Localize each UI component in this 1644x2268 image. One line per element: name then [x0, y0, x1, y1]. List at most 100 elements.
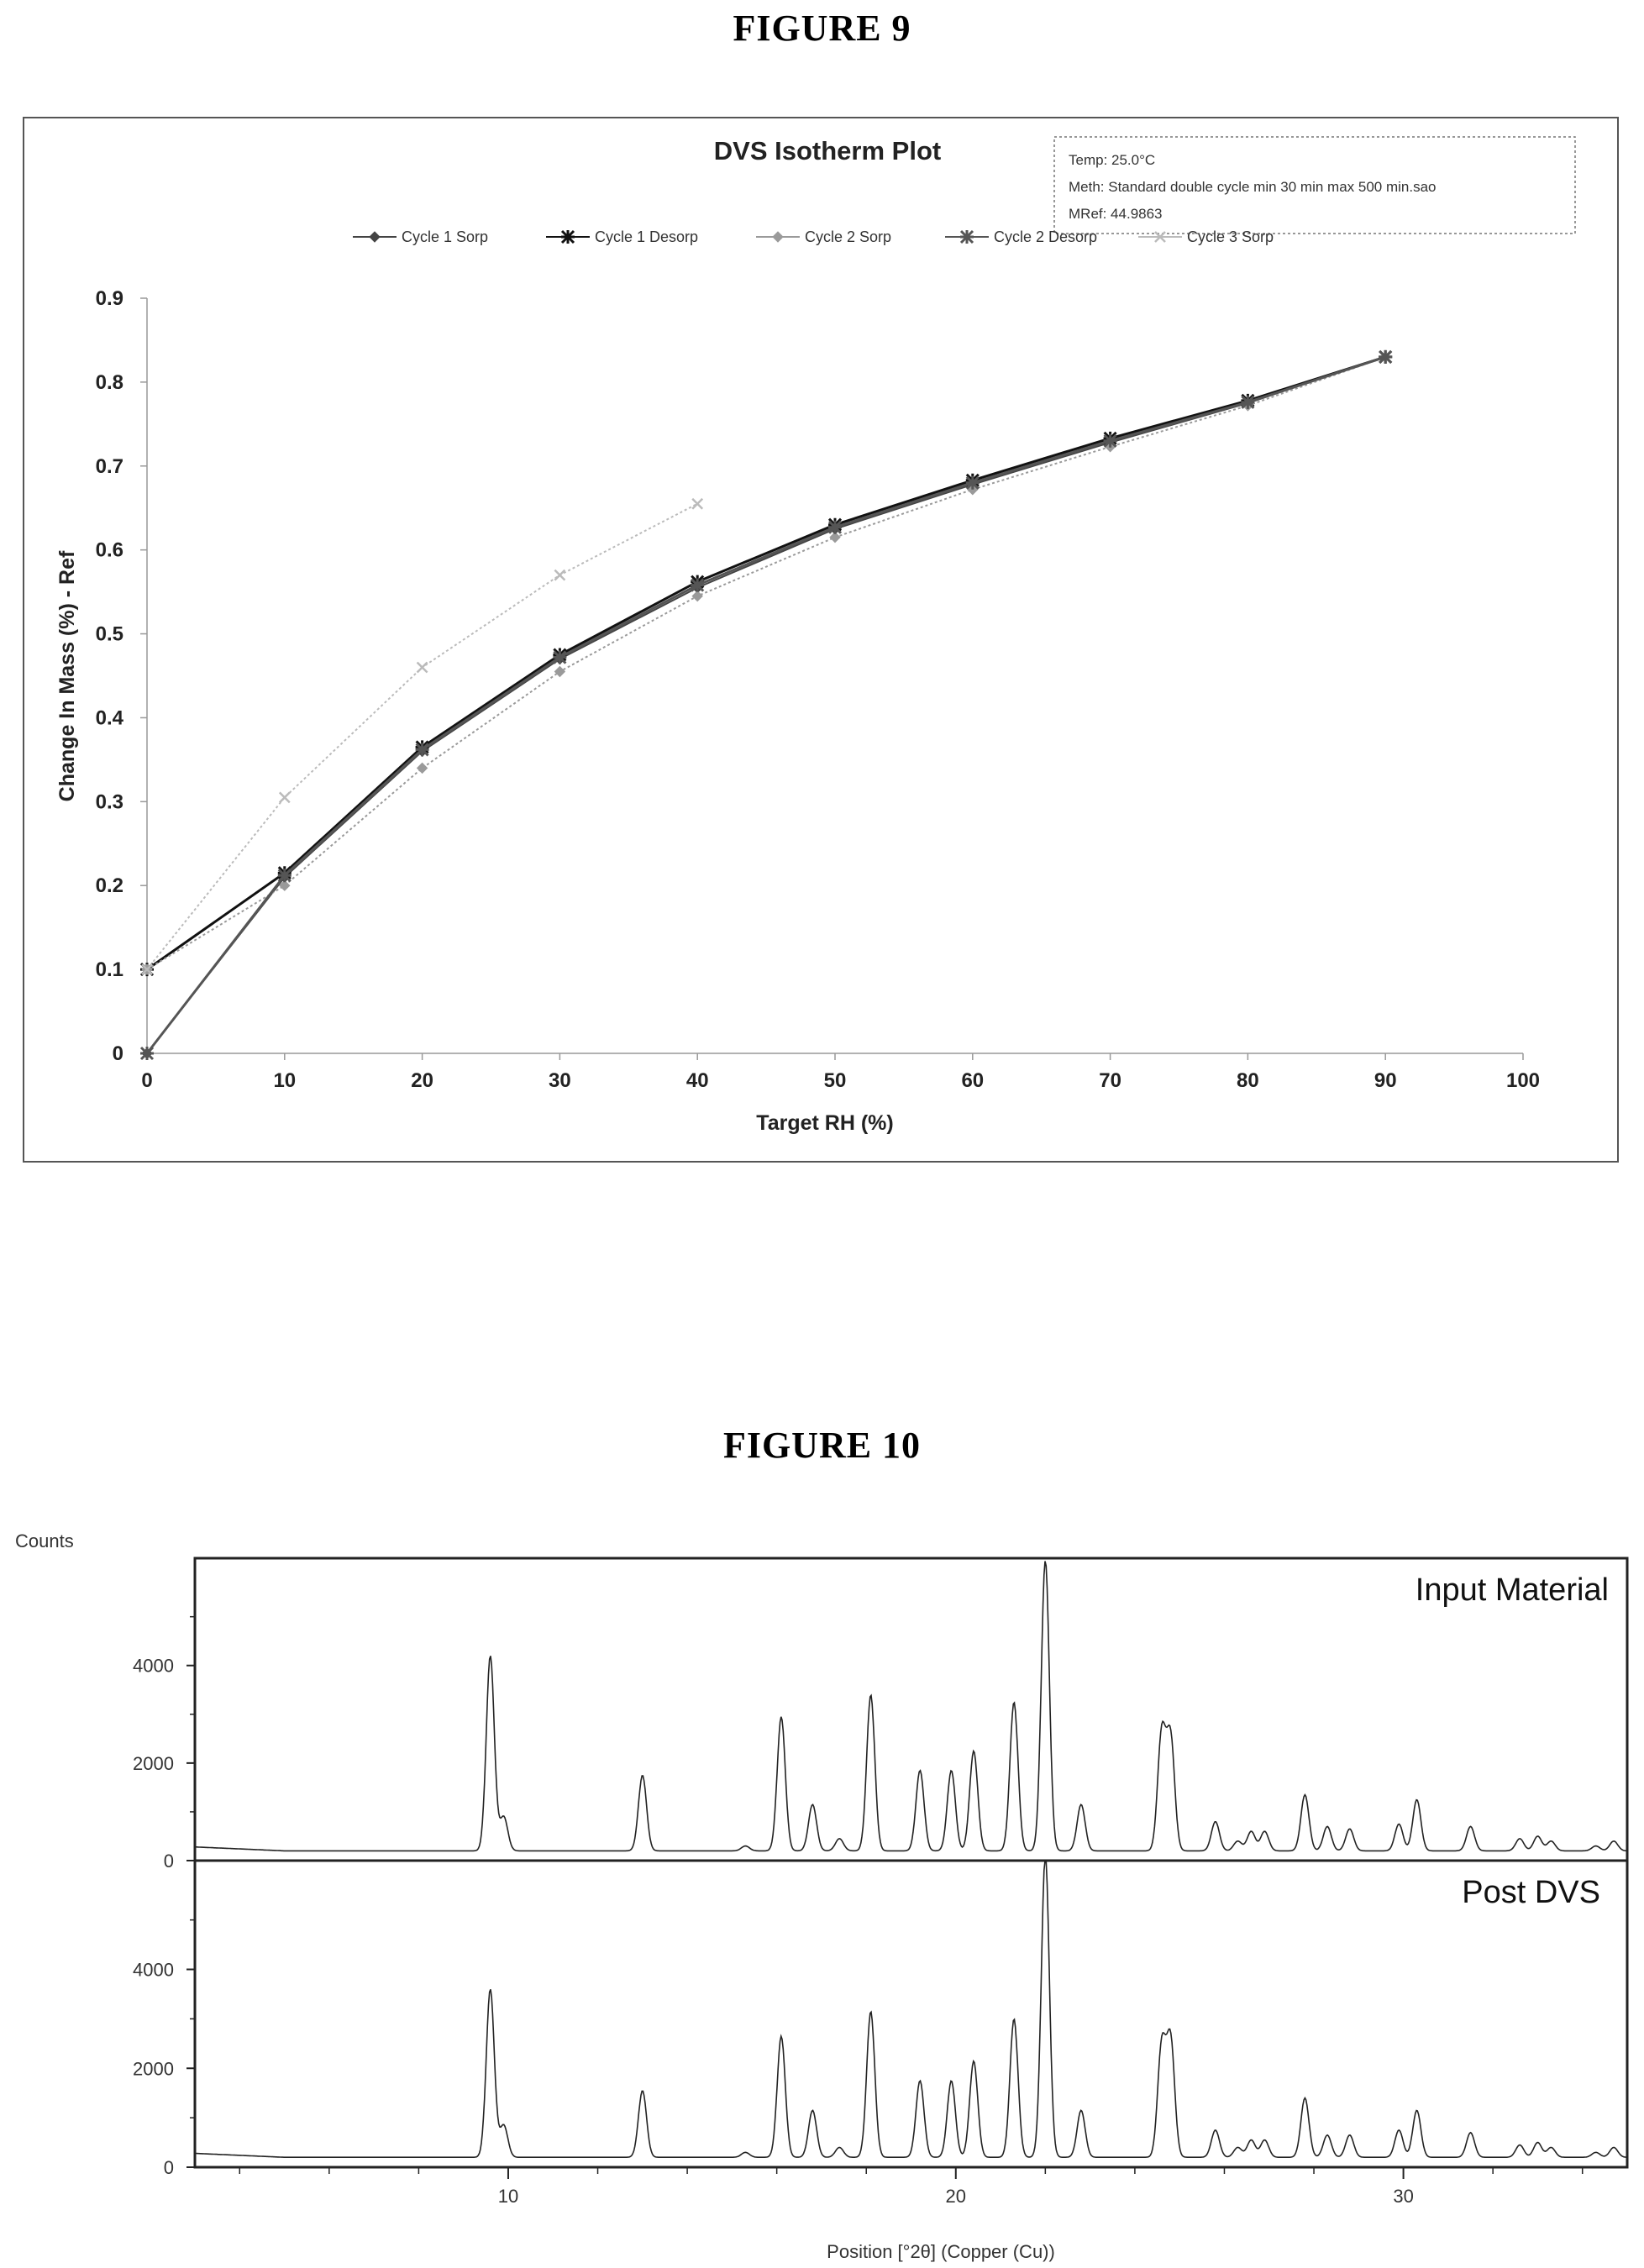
data-point	[279, 879, 291, 891]
data-point	[691, 578, 705, 592]
y-tick-label: 0.3	[96, 790, 123, 813]
info-temp: Temp: 25.0°C	[1069, 152, 1155, 168]
legend-item: Cycle 2 Desorp	[945, 228, 1097, 245]
input-panel-frame	[193, 1557, 1629, 1862]
info-method: Meth: Standard double cycle min 30 min m…	[1069, 179, 1437, 195]
data-point	[416, 661, 428, 674]
data-point	[1241, 395, 1255, 409]
data-point	[829, 531, 841, 543]
data-point	[369, 231, 381, 243]
data-point	[827, 520, 843, 534]
counts-axis-label: Counts	[15, 1530, 74, 1551]
y-axis-label: Change In Mass (%) - Ref	[55, 550, 79, 801]
x-tick-label: 20	[411, 1069, 433, 1092]
data-point	[139, 1046, 155, 1061]
y-tick-label: 2000	[133, 2058, 174, 2079]
series-line	[146, 355, 1386, 1054]
y-tick-label: 0.2	[96, 874, 123, 897]
xrd-traces	[194, 1561, 1628, 2158]
y-tick-label: 2000	[133, 1753, 174, 1774]
data-point	[415, 743, 429, 757]
series-line	[146, 355, 1386, 970]
data-point	[965, 475, 980, 490]
series-2	[139, 349, 1393, 977]
y-tick-label: 0.4	[96, 706, 124, 729]
series-line	[146, 502, 698, 970]
chart-series	[139, 349, 1393, 1061]
x-tick-label: 100	[1506, 1069, 1540, 1092]
legend-item: Cycle 1 Sorp	[353, 228, 488, 245]
chart-axes: 0 10 20 30 40 50 60 70 80 90 100 0 0.1 0.2 0.3 0.4 0.5 0.…	[96, 287, 1540, 1092]
series-4	[139, 349, 1393, 1061]
y-tick-label: 0	[113, 1042, 123, 1065]
info-box-border	[1053, 136, 1576, 234]
info-box: Temp: 25.0°C Meth: Standard double cycle…	[1053, 136, 1576, 234]
figure-9-heading: FIGURE 9	[733, 8, 911, 49]
series-line	[145, 355, 1386, 1054]
figure-10-heading: FIGURE 10	[722, 1425, 922, 1466]
y-tick-label: 0.5	[96, 623, 123, 646]
data-point	[1379, 349, 1393, 364]
legend-label: Cycle 1 Desorp	[595, 228, 698, 245]
series-1	[141, 351, 1391, 1059]
data-point	[554, 569, 566, 581]
y-tick-label: 4000	[133, 1656, 174, 1677]
legend-label: Cycle 2 Desorp	[994, 228, 1097, 245]
legend-item: Cycle 3 Sorp	[1138, 228, 1274, 245]
series-5	[141, 497, 704, 975]
legend-label: Cycle 2 Sorp	[805, 228, 891, 245]
legend-item: Cycle 1 Desorp	[546, 228, 698, 245]
y-tick-label: 0.6	[96, 539, 123, 562]
x-tick-label: 0	[141, 1069, 152, 1092]
x-tick-label: 10	[498, 2186, 518, 2207]
xrd-trace-input	[194, 1561, 1627, 1852]
data-point	[959, 229, 974, 244]
x-tick-label: 10	[273, 1069, 296, 1092]
data-point	[141, 963, 153, 975]
series-line	[146, 355, 1386, 971]
x-tick-label: 30	[549, 1069, 571, 1092]
data-point	[278, 791, 291, 804]
input-material-label: Input Material	[1416, 1572, 1609, 1608]
x-tick-label: 60	[961, 1069, 984, 1092]
xrd-x-axis-label: Position [°2θ] (Copper (Cu))	[827, 2241, 1055, 2262]
x-tick-label: 80	[1237, 1069, 1259, 1092]
x-tick-label: 40	[686, 1069, 709, 1092]
data-point	[560, 229, 575, 244]
data-point	[416, 762, 428, 774]
data-point	[1103, 433, 1117, 448]
y-tick-label: 0	[164, 1851, 174, 1872]
legend-label: Cycle 3 Sorp	[1187, 228, 1274, 245]
post-dvs-label: Post DVS	[1462, 1875, 1600, 1910]
x-tick-label: 30	[1393, 2186, 1413, 2207]
legend-label: Cycle 1 Sorp	[402, 228, 488, 245]
y-tick-label: 0.1	[96, 958, 123, 981]
xrd-ticks: 0 2000 4000 0 2000 4000 10 20 30	[133, 1615, 1584, 2207]
y-tick-label: 0	[164, 2157, 174, 2178]
post-panel-frame	[193, 1859, 1629, 2169]
data-point	[1154, 231, 1166, 243]
y-tick-label: 0.7	[96, 455, 123, 478]
chart-frame	[23, 117, 1619, 1163]
data-point	[772, 231, 784, 243]
data-point	[277, 869, 292, 883]
x-axis-label: Target RH (%)	[756, 1111, 893, 1135]
chart-title: DVS Isotherm Plot	[714, 136, 941, 165]
y-tick-label: 0.8	[96, 371, 123, 394]
data-point	[553, 650, 567, 664]
series-3	[141, 351, 1391, 975]
y-tick-label: 4000	[133, 1960, 174, 1981]
x-tick-label: 50	[824, 1069, 847, 1092]
chart-legend: Cycle 1 Sorp Cycle 1 Desorp Cycle 2 Sorp Cy…	[353, 228, 1274, 245]
data-point	[691, 497, 704, 510]
legend-item: Cycle 2 Sorp	[756, 228, 891, 245]
info-mref: MRef: 44.9863	[1069, 206, 1163, 222]
data-point	[554, 665, 566, 678]
x-tick-label: 90	[1374, 1069, 1397, 1092]
x-tick-label: 70	[1099, 1069, 1121, 1092]
data-point	[691, 590, 703, 602]
xrd-trace-post-dvs	[194, 1859, 1628, 2158]
y-tick-label: 0.9	[96, 287, 123, 310]
x-tick-label: 20	[946, 2186, 966, 2207]
dvs-isotherm-chart: DVS Isotherm Plot Temp: 25.0°C Meth: Sta…	[23, 117, 1619, 1163]
